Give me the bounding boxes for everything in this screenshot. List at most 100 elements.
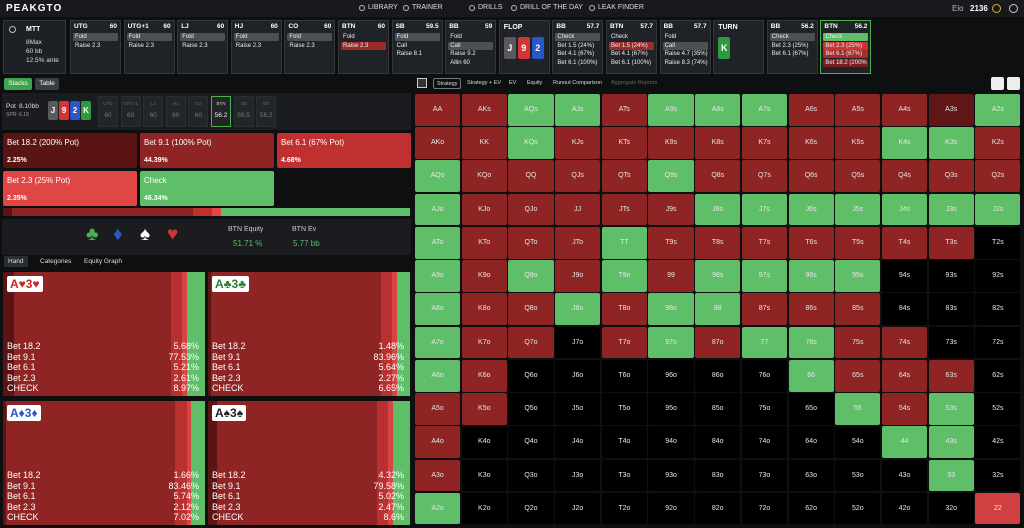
hand-cell[interactable]: 76s (788, 326, 834, 359)
action-column[interactable]: SB 59.5 Fold Call Raise 8.1 (391, 20, 443, 74)
hand-cell[interactable]: 77 (741, 326, 788, 359)
action-column[interactable]: BTN 60 Fold Raise 2.3 (338, 20, 389, 74)
action-column[interactable]: BB 57.7 Check Bet 1.5 (24%) Bet 4.1 (67%) Bet… (552, 20, 604, 74)
hand-card[interactable]: A♠3♠ Bet 18.2 4.32% Bet 9.1 79.58% Bet 6.1 5.0… (208, 401, 410, 525)
hand-cell[interactable]: A4s (881, 94, 928, 126)
hand-cell[interactable]: JTo (555, 226, 601, 259)
hand-cell[interactable]: A9o (415, 260, 461, 292)
hand-cell[interactable]: J2o (555, 492, 601, 525)
hand-cell[interactable]: 84o (695, 426, 741, 459)
hand-cell[interactable]: T6o (601, 359, 647, 392)
strategy-action[interactable]: Check 46.34% (140, 171, 274, 206)
hand-cell[interactable]: 85s (835, 293, 881, 326)
action-option[interactable]: Raise 9.2 (450, 51, 476, 57)
hand-cell[interactable]: T5o (601, 393, 647, 425)
hand-cell[interactable]: 65o (788, 393, 834, 425)
hand-cell[interactable]: K7s (741, 127, 788, 159)
hand-cell[interactable]: J7s (741, 193, 788, 226)
action-option[interactable]: Fold (343, 34, 355, 40)
hand-cell[interactable]: 73o (741, 459, 788, 492)
layout-toggle[interactable] (417, 78, 427, 88)
grid-tab[interactable]: Equity (527, 80, 543, 86)
hand-cell[interactable]: 72s (975, 326, 1021, 359)
hand-cell[interactable]: Q8o (508, 293, 554, 326)
logo[interactable]: PEAKGTO (6, 3, 63, 14)
hand-cell[interactable]: K2o (461, 492, 507, 525)
hand-cell[interactable]: 96s (788, 260, 834, 292)
hand-cell[interactable]: AQo (415, 160, 461, 193)
action-option[interactable]: Fold (394, 33, 440, 41)
nav-item[interactable]: DRILLS (478, 4, 503, 11)
stack-item[interactable]: UTG 60 (98, 96, 118, 127)
hand-cell[interactable]: Q3s (928, 160, 974, 193)
hand-cell[interactable]: QQ (508, 160, 554, 193)
action-column[interactable]: BB 56.2 Check Bet 2.3 (25%) Bet 6.1 (67%) (766, 20, 818, 74)
hand-cell[interactable]: 93s (928, 260, 974, 292)
hand-cell[interactable]: K9s (648, 127, 694, 159)
hand-cell[interactable]: AA (415, 94, 461, 126)
action-option[interactable]: Fold (180, 33, 226, 41)
profile-icon[interactable] (1009, 4, 1018, 13)
hand-cell[interactable]: 92o (648, 492, 694, 525)
hand-cell[interactable]: Q7o (508, 326, 554, 359)
hand-cell[interactable]: T7o (601, 326, 647, 359)
hand-cell[interactable]: 33 (928, 459, 974, 492)
hand-cell[interactable]: 64s (881, 359, 928, 392)
hand-cell[interactable]: 62o (788, 492, 834, 525)
panel-tab[interactable]: Table (35, 78, 59, 90)
action-option[interactable]: Fold (73, 33, 118, 41)
action-option[interactable]: Raise 2.3 (341, 41, 386, 50)
panel-tab[interactable]: Stacks (4, 78, 32, 90)
grid-tab[interactable]: Strategy + EV (467, 80, 502, 86)
strategy-action[interactable]: Bet 9.1 (100% Pot) 44.39% (140, 133, 274, 168)
hand-cell[interactable]: QJs (555, 160, 601, 193)
action-option[interactable]: Bet 18.2 (200% (823, 58, 869, 67)
hand-cell[interactable]: 83o (695, 459, 741, 492)
hand-cell[interactable]: 98o (648, 293, 694, 326)
hand-cell[interactable]: 75o (741, 393, 788, 425)
hand-cell[interactable]: 88 (695, 293, 741, 326)
action-column[interactable]: CO 60 Fold Raise 2.3 (284, 20, 336, 74)
hand-cell[interactable]: 55 (835, 393, 881, 425)
stack-item[interactable]: SB 59.5 (233, 96, 254, 127)
hand-cell[interactable]: K3s (928, 127, 974, 159)
hand-cell[interactable]: K5o (461, 393, 507, 425)
stack-item[interactable]: UTG+1 60 (120, 96, 141, 127)
hand-cell[interactable]: Q5s (835, 160, 881, 193)
hand-cell[interactable]: A2s (975, 94, 1021, 126)
stack-item[interactable]: BTN 56.2 (211, 96, 231, 127)
action-column[interactable]: HJ 60 Fold Raise 2.3 (230, 20, 282, 74)
hand-cell[interactable]: A7s (741, 94, 788, 126)
action-option[interactable]: Raise 8.3 (74%) (664, 59, 708, 66)
action-option[interactable]: Raise 8.1 (396, 51, 422, 57)
hand-cell[interactable]: AQs (508, 94, 554, 126)
hand-cell[interactable]: Q2o (508, 492, 554, 525)
hand-cell[interactable]: 94s (881, 260, 928, 292)
suit-filter[interactable]: ♥ (167, 224, 179, 245)
hand-cell[interactable]: T4o (601, 426, 647, 459)
hand-cell[interactable]: A5s (835, 94, 881, 126)
hand-cell[interactable]: Q6s (788, 160, 834, 193)
hand-cell[interactable]: 97s (741, 260, 788, 292)
action-column[interactable]: LJ 60 Fold Raise 2.3 (177, 20, 229, 74)
hand-cell[interactable]: J9s (648, 193, 694, 226)
hand-cell[interactable]: A8s (695, 94, 741, 126)
action-option[interactable]: Call (396, 42, 407, 49)
hand-card[interactable]: A♣3♣ Bet 18.2 1.48% Bet 9.1 83.96% Bet 6.1 5.6… (208, 272, 410, 396)
stack-item[interactable]: HJ 60 (165, 96, 186, 127)
hand-cell[interactable]: T4s (881, 226, 928, 259)
share-icon[interactable] (991, 77, 1004, 90)
action-column[interactable]: BB 59 Fold Call Raise 9.2 Allin 60 (445, 20, 497, 74)
hand-cell[interactable]: K8s (695, 127, 741, 159)
hand-cell[interactable]: 86s (788, 293, 834, 326)
hand-cell[interactable]: T5s (835, 226, 881, 259)
hand-cell[interactable]: KTo (461, 226, 507, 259)
hand-cell[interactable]: A3s (928, 94, 974, 126)
action-option[interactable]: Bet 6.1 (67%) (771, 51, 809, 57)
action-option[interactable]: Bet 6.1 (67%) (823, 50, 869, 58)
hand-cell[interactable]: 95s (835, 260, 881, 292)
action-option[interactable]: Check (555, 33, 601, 41)
action-column[interactable]: UTG 60 Fold Raise 2.3 (70, 20, 121, 74)
hand-cell[interactable]: 83s (928, 293, 974, 326)
hand-cell[interactable]: 85o (695, 393, 741, 425)
